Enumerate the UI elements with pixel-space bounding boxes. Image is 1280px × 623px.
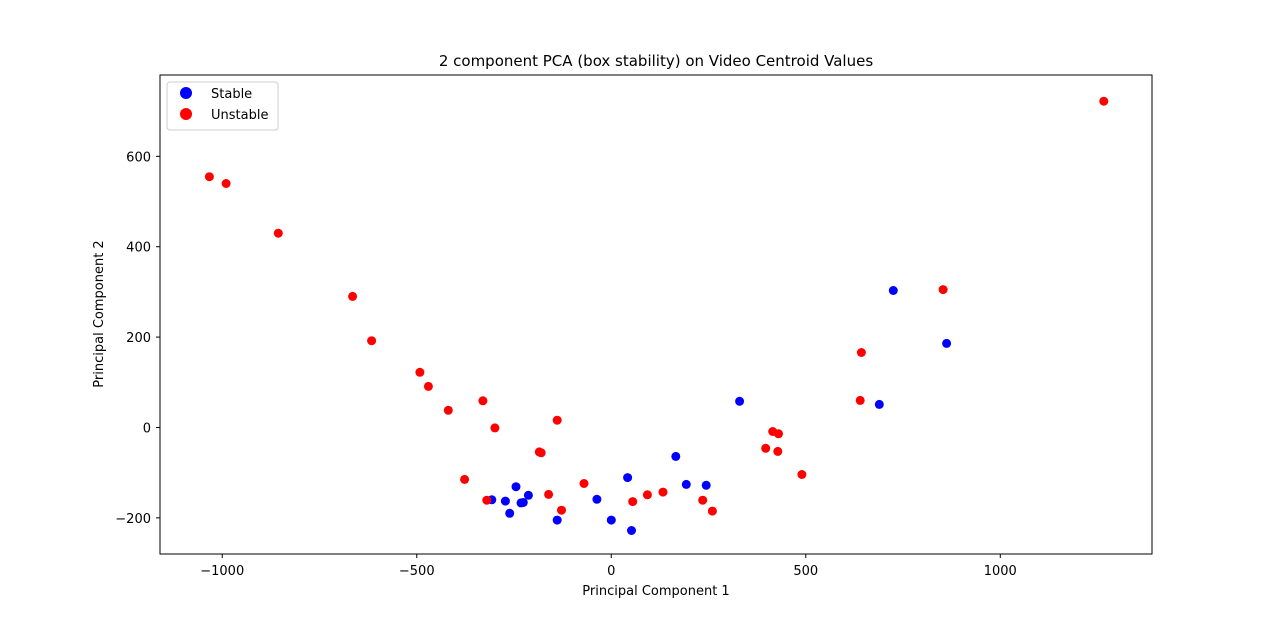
y-axis-label: Principal Component 2 xyxy=(92,240,107,387)
point-unstable-30 xyxy=(938,285,948,295)
point-stable-18 xyxy=(942,338,952,348)
legend-label-unstable: Unstable xyxy=(211,108,268,123)
point-stable-10 xyxy=(623,473,633,483)
point-stable-12 xyxy=(671,451,681,461)
chart-title: 2 component PCA (box stability) on Video… xyxy=(439,52,874,70)
y-tick-label: 600 xyxy=(126,150,151,165)
point-stable-13 xyxy=(681,479,691,489)
y-tick-label: 0 xyxy=(143,421,151,436)
point-stable-8 xyxy=(592,494,602,504)
point-stable-1 xyxy=(500,496,510,506)
point-unstable-16 xyxy=(557,505,566,515)
legend-label-stable: Stable xyxy=(211,87,252,102)
point-unstable-31 xyxy=(1099,96,1109,106)
point-stable-15 xyxy=(735,396,745,406)
point-stable-14 xyxy=(701,480,711,490)
point-stable-2 xyxy=(505,508,515,518)
y-tick-label: −200 xyxy=(115,512,151,527)
point-unstable-7 xyxy=(443,405,453,415)
y-axis-ticks: −200 0 200 400 600 xyxy=(115,150,160,527)
point-unstable-1 xyxy=(221,179,231,188)
point-unstable-18 xyxy=(628,497,638,507)
x-tick-label: 500 xyxy=(793,564,818,579)
legend-marker-stable xyxy=(180,87,192,99)
point-unstable-13 xyxy=(536,448,546,458)
x-tick-label: 0 xyxy=(607,564,615,579)
point-unstable-17 xyxy=(579,479,589,488)
point-unstable-19 xyxy=(642,490,652,500)
x-axis-ticks: −1000 −500 0 500 1000 xyxy=(200,554,1017,579)
point-stable-6 xyxy=(523,490,533,500)
plot-frame xyxy=(159,74,1153,555)
point-stable-17 xyxy=(888,286,898,295)
point-stable-5 xyxy=(518,498,528,507)
x-tick-label: −500 xyxy=(399,564,435,579)
point-unstable-20 xyxy=(658,487,668,497)
point-unstable-28 xyxy=(855,395,865,405)
point-stable-16 xyxy=(874,399,884,409)
legend-box xyxy=(166,81,279,131)
x-axis-label: Principal Component 1 xyxy=(582,584,729,599)
y-tick-label: 400 xyxy=(126,241,151,256)
legend: Stable Unstable xyxy=(166,81,279,131)
points-layer xyxy=(204,96,1109,535)
point-unstable-5 xyxy=(415,367,425,377)
point-unstable-29 xyxy=(856,348,866,357)
x-tick-label: 1000 xyxy=(984,564,1017,579)
point-stable-7 xyxy=(552,515,562,525)
point-unstable-22 xyxy=(707,506,717,516)
point-unstable-26 xyxy=(773,446,783,456)
point-unstable-3 xyxy=(348,291,358,301)
point-unstable-2 xyxy=(273,228,283,238)
point-unstable-25 xyxy=(774,429,783,439)
y-tick-label: 200 xyxy=(126,331,151,346)
point-stable-9 xyxy=(606,515,616,525)
point-stable-3 xyxy=(511,482,521,492)
point-unstable-8 xyxy=(460,474,470,484)
point-unstable-27 xyxy=(797,470,807,479)
point-unstable-0 xyxy=(204,172,214,182)
x-tick-label: −1000 xyxy=(200,564,244,579)
point-unstable-10 xyxy=(482,495,492,505)
point-unstable-6 xyxy=(423,381,433,391)
point-unstable-9 xyxy=(478,396,488,406)
point-unstable-21 xyxy=(698,495,708,505)
point-unstable-14 xyxy=(544,489,554,499)
point-unstable-23 xyxy=(761,443,771,453)
point-unstable-4 xyxy=(367,336,377,346)
point-unstable-15 xyxy=(552,415,562,425)
point-unstable-11 xyxy=(490,423,500,433)
legend-marker-unstable xyxy=(180,108,192,120)
point-stable-11 xyxy=(627,526,636,535)
